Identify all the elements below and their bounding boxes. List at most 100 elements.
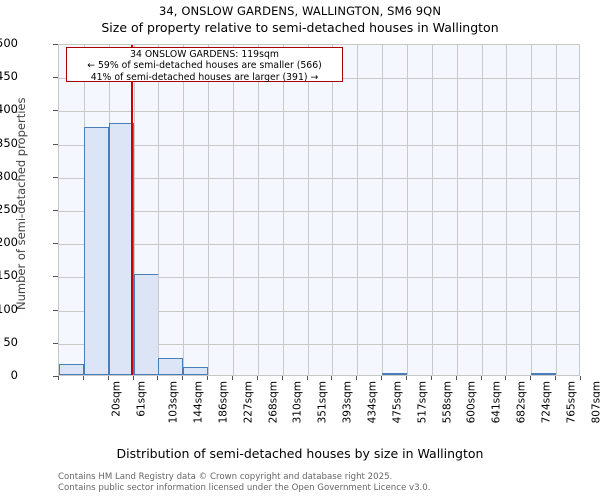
gridline-vertical xyxy=(407,45,408,375)
y-axis-tick-mark xyxy=(53,310,58,311)
gridline-vertical xyxy=(183,45,184,375)
x-axis-tick-mark xyxy=(331,376,332,380)
x-axis-tick-mark xyxy=(232,376,233,380)
y-axis-tick-mark xyxy=(53,77,58,78)
x-axis-label: Distribution of semi-detached houses by … xyxy=(116,446,484,461)
annotation-line-1: 34 ONSLOW GARDENS: 119sqm xyxy=(130,49,279,60)
x-axis-tick-mark xyxy=(257,376,258,380)
y-axis-tick-mark xyxy=(53,177,58,178)
x-axis-tick-mark xyxy=(356,376,357,380)
x-axis-tick-label: 434sqm xyxy=(366,381,379,424)
x-axis-tick-label: 310sqm xyxy=(291,381,304,424)
y-axis-tick-label: 50 xyxy=(3,335,18,349)
gridline-vertical xyxy=(208,45,209,375)
gridline-vertical xyxy=(308,45,309,375)
y-axis-tick-label: 0 xyxy=(10,368,18,382)
histogram-bar xyxy=(382,373,407,375)
gridline-horizontal xyxy=(59,178,579,179)
gridline-vertical xyxy=(482,45,483,375)
y-axis-tick-label: 500 xyxy=(0,36,18,50)
footer-line-2: Contains public sector information licen… xyxy=(58,482,431,493)
x-axis-tick-label: 351sqm xyxy=(316,381,329,424)
chart-title-line1: 34, ONSLOW GARDENS, WALLINGTON, SM6 9QN xyxy=(158,4,442,18)
x-axis-tick-mark xyxy=(580,376,581,380)
annotation-line-3: 41% of semi-detached houses are larger (… xyxy=(90,71,319,83)
histogram-bar xyxy=(531,373,556,375)
gridline-horizontal xyxy=(59,211,579,212)
gridline-horizontal xyxy=(59,311,579,312)
x-axis-tick-mark xyxy=(456,376,457,380)
x-axis-tick-mark xyxy=(282,376,283,380)
gridline-vertical xyxy=(457,45,458,375)
histogram-bar xyxy=(59,364,84,375)
gridline-vertical xyxy=(233,45,234,375)
property-annotation-box: 34 ONSLOW GARDENS: 119sqm ← 59% of semi-… xyxy=(66,47,343,83)
x-axis-tick-mark xyxy=(182,376,183,380)
histogram-bar xyxy=(84,127,109,375)
gridline-vertical xyxy=(382,45,383,375)
x-axis-tick-mark xyxy=(530,376,531,380)
x-axis-tick-label: 393sqm xyxy=(341,381,354,424)
x-axis-tick-label: 807sqm xyxy=(590,381,600,424)
footer-line-1: Contains HM Land Registry data © Crown c… xyxy=(58,472,393,482)
x-axis-tick-label: 144sqm xyxy=(192,381,205,424)
y-axis-tick-mark xyxy=(53,343,58,344)
gridline-horizontal xyxy=(59,344,579,345)
x-axis-tick-label: 268sqm xyxy=(266,381,279,424)
gridline-vertical xyxy=(332,45,333,375)
gridline-horizontal xyxy=(59,244,579,245)
y-axis-tick-label: 200 xyxy=(0,235,18,249)
x-axis-tick-mark xyxy=(481,376,482,380)
histogram-bar xyxy=(134,274,159,375)
y-axis-tick-mark xyxy=(53,44,58,45)
gridline-horizontal xyxy=(59,111,579,112)
x-axis-tick-mark xyxy=(406,376,407,380)
gridline-vertical xyxy=(556,45,557,375)
y-axis-tick-label: 250 xyxy=(0,202,18,216)
x-axis-tick-mark xyxy=(133,376,134,380)
x-axis-tick-mark xyxy=(505,376,506,380)
y-axis-tick-label: 450 xyxy=(0,69,18,83)
x-axis-tick-label: 724sqm xyxy=(540,381,553,424)
x-axis-tick-mark xyxy=(381,376,382,380)
gridline-vertical xyxy=(531,45,532,375)
gridline-vertical xyxy=(158,45,159,375)
x-axis-tick-mark xyxy=(108,376,109,380)
x-axis-tick-mark xyxy=(555,376,556,380)
y-axis-tick-label: 150 xyxy=(0,268,18,282)
x-axis-tick-mark xyxy=(58,376,59,380)
x-axis-tick-label: 61sqm xyxy=(136,381,149,417)
x-axis-tick-mark xyxy=(207,376,208,380)
x-axis-tick-label: 641sqm xyxy=(490,381,503,424)
x-axis-tick-mark xyxy=(431,376,432,380)
property-marker-line xyxy=(131,45,133,375)
gridline-vertical xyxy=(506,45,507,375)
plot-area xyxy=(58,44,580,376)
gridline-vertical xyxy=(134,45,135,375)
x-axis-tick-label: 186sqm xyxy=(217,381,230,424)
x-axis-tick-label: 20sqm xyxy=(111,381,124,417)
x-axis-tick-label: 765sqm xyxy=(565,381,578,424)
gridline-horizontal xyxy=(59,145,579,146)
footer-attribution: Contains HM Land Registry data © Crown c… xyxy=(58,472,430,493)
x-axis-tick-label: 103sqm xyxy=(167,381,180,424)
y-axis-tick-mark xyxy=(53,376,58,377)
gridline-vertical xyxy=(432,45,433,375)
x-axis-tick-label: 600sqm xyxy=(465,381,478,424)
gridline-vertical xyxy=(258,45,259,375)
annotation-line-2: ← 59% of semi-detached houses are smalle… xyxy=(87,60,322,72)
x-axis-tick-label: 475sqm xyxy=(391,381,404,424)
gridline-horizontal xyxy=(59,277,579,278)
x-axis-tick-label: 682sqm xyxy=(515,381,528,424)
x-axis-tick-mark xyxy=(83,376,84,380)
y-axis-tick-mark xyxy=(53,144,58,145)
x-axis-tick-label: 517sqm xyxy=(416,381,429,424)
y-axis-tick-mark xyxy=(53,276,58,277)
y-axis-tick-label: 400 xyxy=(0,102,18,116)
gridline-vertical xyxy=(357,45,358,375)
x-axis-tick-mark xyxy=(157,376,158,380)
x-axis-tick-mark xyxy=(307,376,308,380)
y-axis-tick-label: 350 xyxy=(0,136,18,150)
histogram-bar xyxy=(158,358,183,375)
